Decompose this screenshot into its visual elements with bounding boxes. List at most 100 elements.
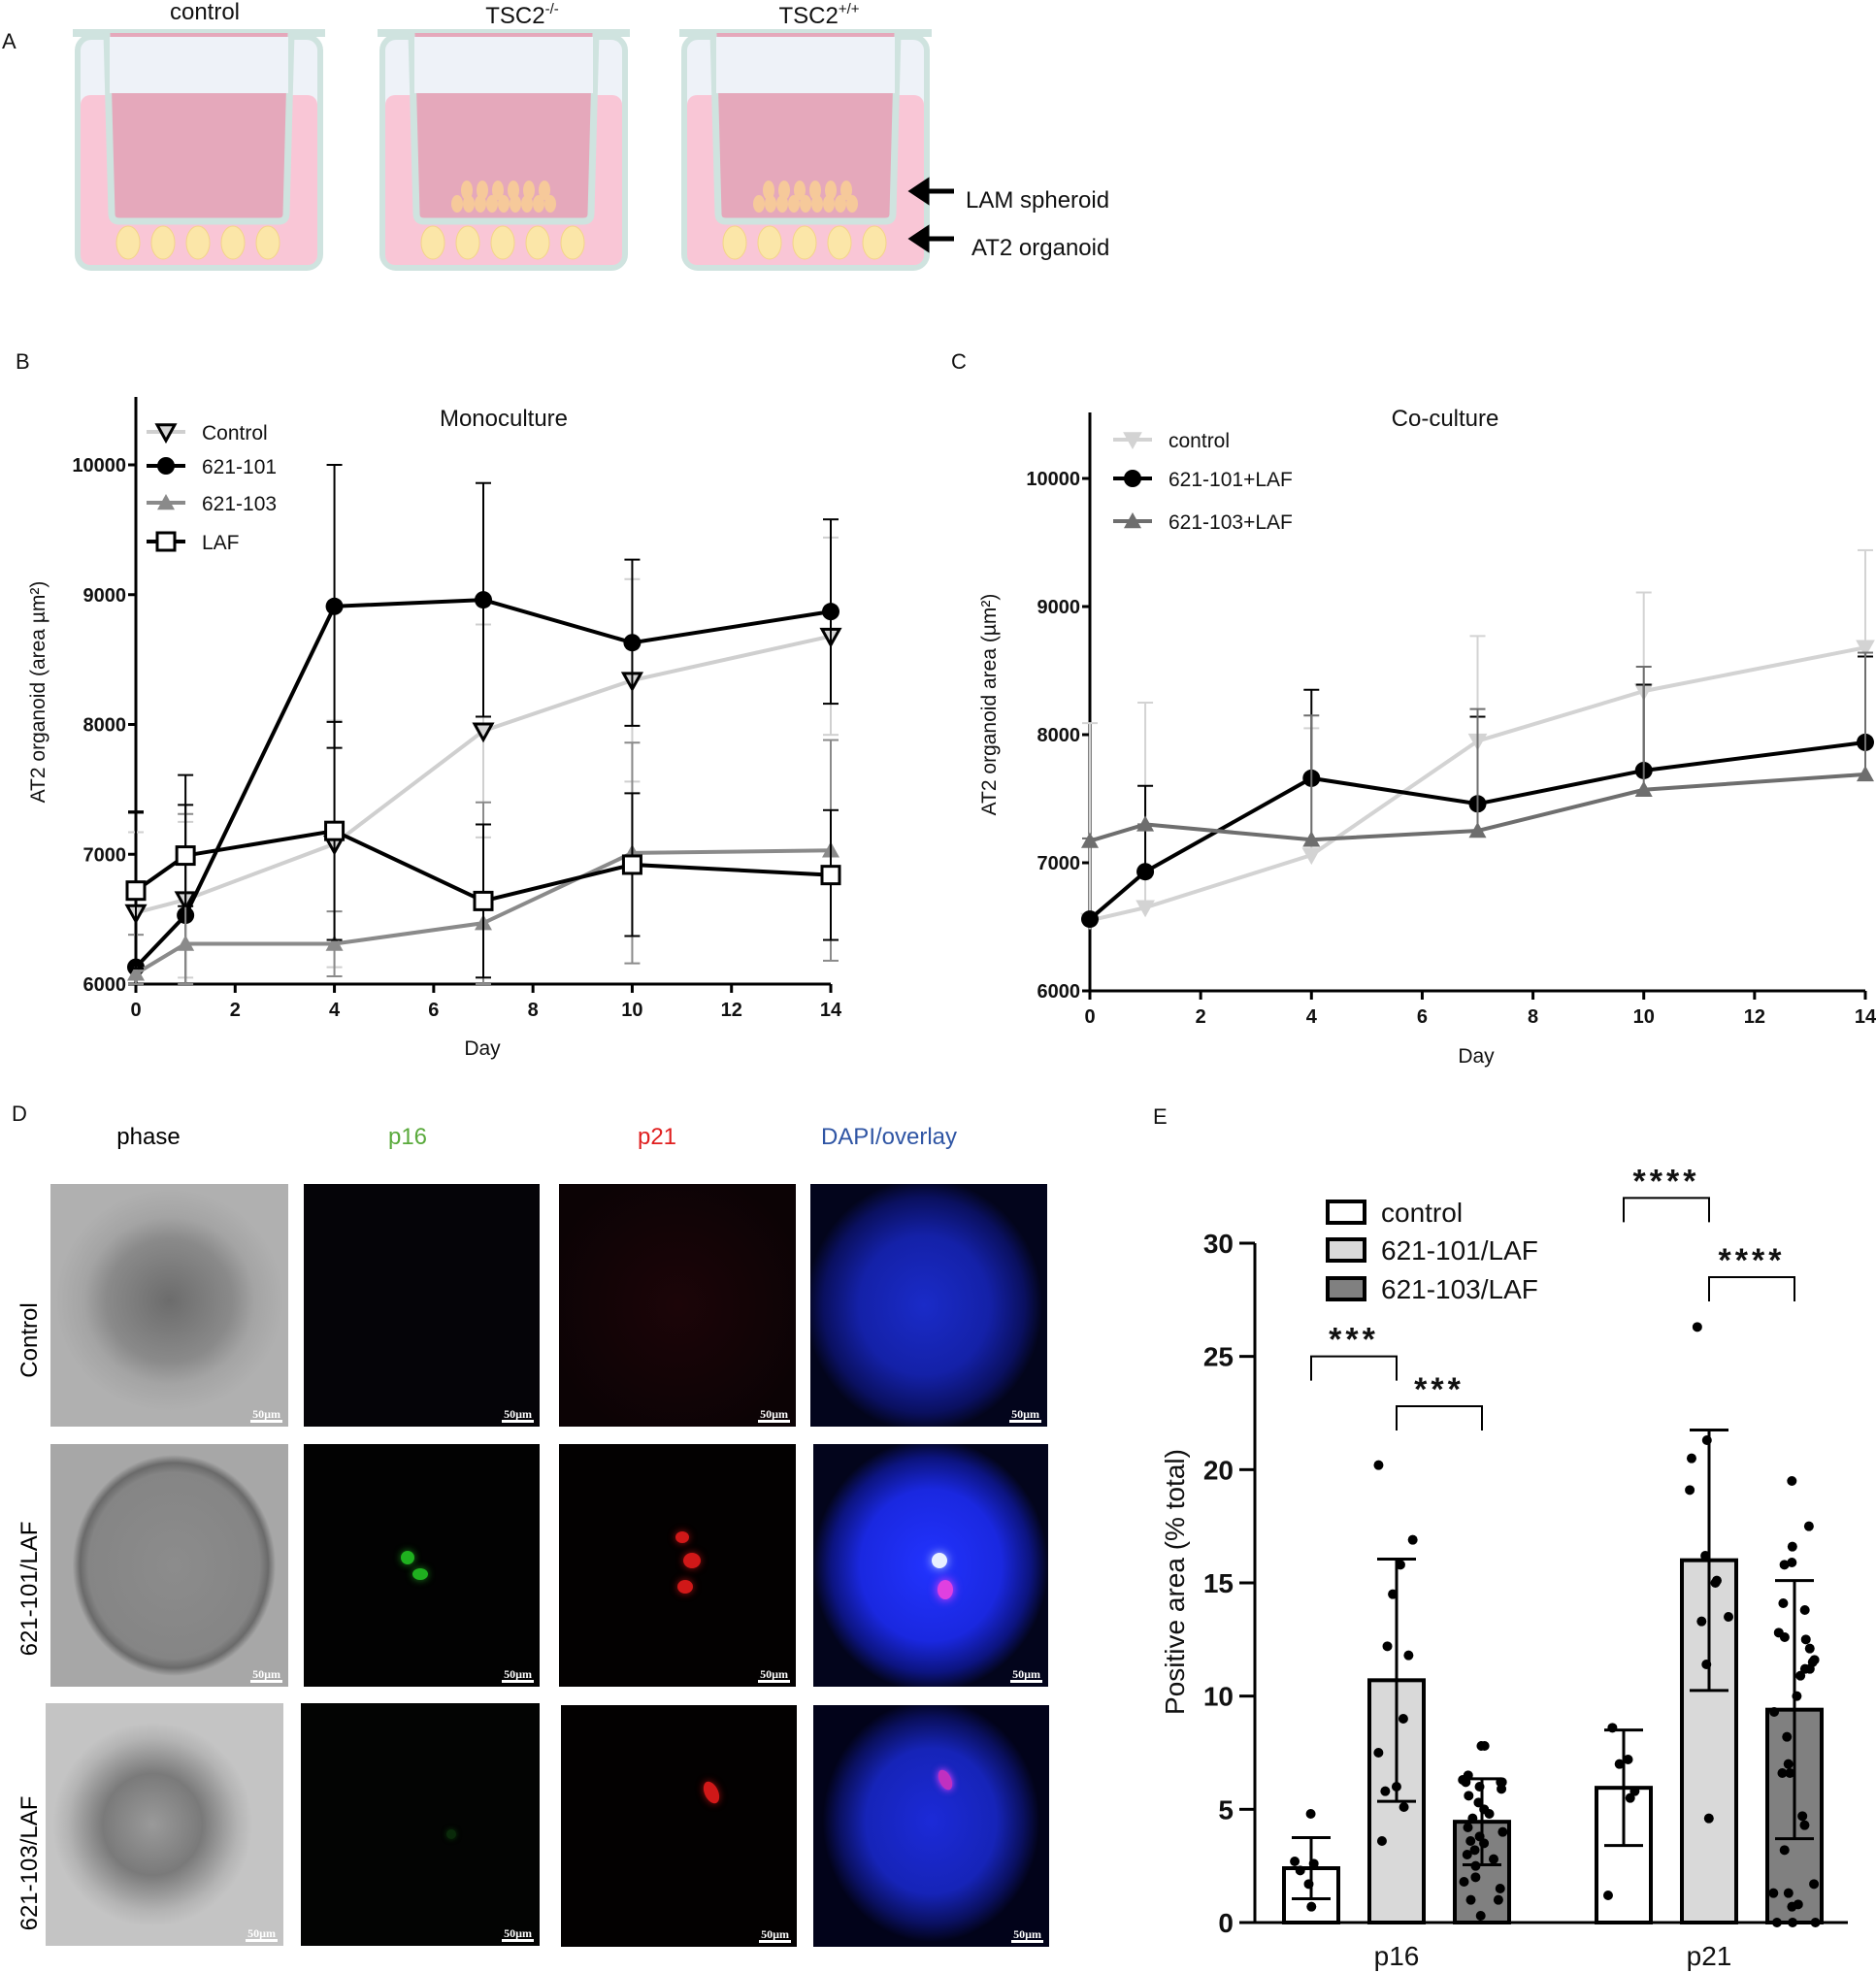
at2-organoid: [255, 225, 280, 260]
at2-organoid: [792, 225, 817, 260]
lam-spheroid: [477, 181, 488, 200]
chart-title: Monoculture: [440, 406, 568, 432]
at2-organoid: [827, 225, 852, 260]
data-point: [1407, 1534, 1418, 1545]
x-tick-label: 6: [1417, 1006, 1428, 1028]
data-point: [822, 603, 839, 621]
scale-bar: 50µm: [759, 1927, 791, 1943]
image-621-103-p21: 50µm: [561, 1705, 797, 1947]
data-point: [154, 423, 178, 444]
data-point: [1464, 1791, 1474, 1801]
x-tick-label: 12: [1744, 1006, 1765, 1028]
data-point: [177, 935, 195, 951]
legend-label: 621-101+LAF: [1168, 469, 1293, 491]
data-point: [1769, 1707, 1780, 1717]
series-621-103-laf: [1081, 651, 1874, 848]
data-point: [175, 845, 196, 867]
lam-spheroid: [778, 181, 790, 200]
lam-spheroid: [763, 181, 774, 200]
significance-label: ***: [1414, 1371, 1465, 1408]
x-tick-label: 10: [621, 1000, 642, 1021]
data-point: [1856, 640, 1875, 658]
data-point: [1476, 1741, 1487, 1751]
y-tick-label: 9000: [1037, 597, 1081, 618]
significance-bracket: [1396, 1405, 1483, 1430]
insert-air: [110, 37, 288, 93]
scale-bar: 50µm: [1010, 1667, 1042, 1683]
y-tick-label: 10: [1203, 1682, 1234, 1712]
chart-title: Co-culture: [1392, 406, 1499, 432]
chart-monoculture: Monoculture Day AT2 organoid (area µm²) …: [27, 397, 842, 1060]
at2-organoid: [862, 225, 887, 260]
legend-swatch: [1326, 1276, 1366, 1301]
insert-air: [716, 37, 895, 93]
data-point: [1857, 765, 1874, 782]
x-tick-label: 14: [820, 1000, 842, 1021]
y-tick-label: 10000: [72, 455, 126, 477]
lam-spheroid: [539, 181, 550, 200]
lam-spheroid: [753, 195, 765, 213]
overlay-signal: [935, 1767, 956, 1792]
data-point: [1484, 1809, 1495, 1819]
lam-spheroid: [523, 181, 535, 200]
data-point: [1783, 1759, 1794, 1769]
data-point: [1497, 1784, 1507, 1794]
data-point: [1376, 1836, 1387, 1846]
series-line: [1088, 740, 1866, 921]
column-header-phase: phase: [116, 1124, 181, 1150]
p21-signal: [677, 1580, 693, 1594]
lam-spheroid: [835, 195, 846, 213]
at2-organoid: [115, 225, 141, 260]
data-point: [1799, 1663, 1810, 1674]
lam-spheroid: [788, 195, 800, 213]
at2-organoid: [757, 225, 782, 260]
column-header-p16: p16: [387, 1124, 428, 1150]
data-point: [1623, 1755, 1633, 1764]
data-point: [157, 494, 175, 510]
x-tick-label: 2: [230, 1000, 241, 1021]
p16-signal: [446, 1829, 456, 1839]
image-621-103-p16: 50µm: [301, 1703, 540, 1946]
lam-spheroid: [840, 181, 852, 200]
data-point: [1124, 512, 1141, 529]
at2-organoid: [150, 225, 176, 260]
x-axis-label: Day: [464, 1037, 501, 1060]
y-tick-label: 8000: [83, 715, 127, 737]
p21-signal: [683, 1553, 701, 1568]
data-point: [127, 965, 145, 981]
at2-organoid: [420, 225, 445, 260]
at2-organoid: [185, 225, 211, 260]
image-621-103-dapi-overlay: 50µm: [813, 1705, 1049, 1947]
data-point: [1373, 1460, 1384, 1470]
x-tick-label: 2: [1196, 1006, 1206, 1028]
row-label-621-101-laf: 621-101/LAF: [16, 1521, 43, 1657]
legend-label: 621-103/LAF: [1381, 1274, 1538, 1304]
lam-spheroid: [544, 195, 556, 213]
data-point: [1779, 1632, 1790, 1642]
x-tick-label: 0: [1084, 1006, 1095, 1028]
y-tick-label: 20: [1203, 1455, 1234, 1485]
at2-organoid: [525, 225, 550, 260]
y-axis-label: Positive area (% total): [1160, 1449, 1190, 1715]
data-point: [1800, 1634, 1811, 1645]
data-point: [1703, 1813, 1714, 1824]
data-point: [1771, 1918, 1782, 1927]
data-point: [1602, 1891, 1613, 1900]
data-point: [1787, 1901, 1797, 1912]
data-point: [1787, 1558, 1797, 1567]
image-control-dapi-overlay: 50µm: [810, 1184, 1047, 1427]
data-point: [473, 890, 494, 911]
data-point: [1465, 1836, 1476, 1846]
overlay-signal: [932, 1553, 947, 1568]
y-tick-label: 7000: [1037, 853, 1081, 874]
at2-organoid: [722, 225, 747, 260]
data-point: [1489, 1854, 1499, 1864]
legend-label: control: [1381, 1198, 1463, 1228]
data-point: [1614, 1759, 1625, 1769]
panel-label-d: D: [12, 1102, 27, 1126]
data-point: [1710, 1578, 1721, 1588]
data-point: [623, 634, 642, 652]
data-point: [1136, 815, 1155, 832]
x-tick-label: 12: [721, 1000, 742, 1021]
